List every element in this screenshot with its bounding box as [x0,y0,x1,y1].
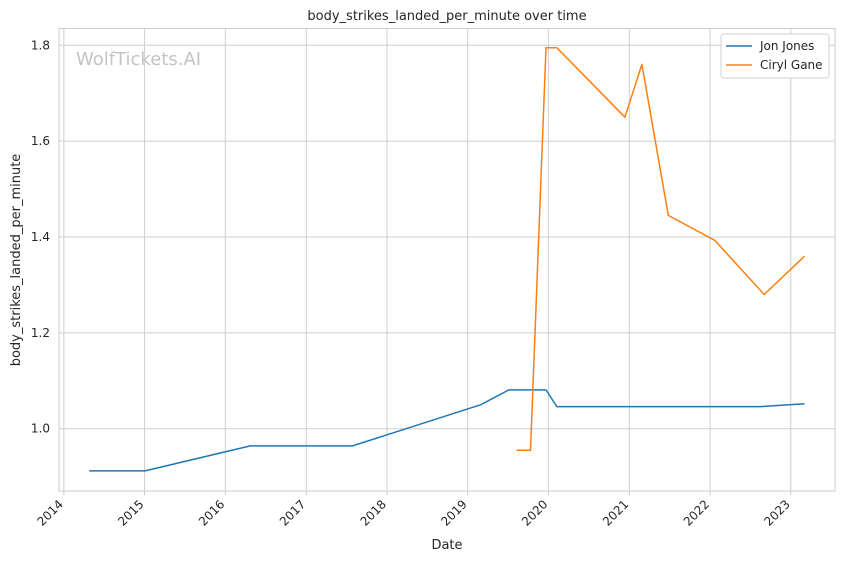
x-tick-label: 2016 [196,497,227,528]
chart-title: body_strikes_landed_per_minute over time [307,9,586,24]
legend-box [720,33,830,79]
x-axis-label: Date [431,538,462,553]
y-tick-label: 1.8 [31,38,50,52]
series-lines [89,46,806,472]
y-tick-label: 1.4 [31,230,50,244]
series-line-ciryl-gane [516,46,806,452]
x-tick-label: 2014 [34,497,65,528]
legend: Jon Jones Ciryl Gane [720,33,830,79]
grid-lines [59,28,835,491]
y-tick-label: 1.0 [31,422,50,436]
x-tick-label: 2017 [277,497,308,528]
axis-ticks: 1.0 1.2 1.4 1.6 1.8 2014 2015 2016 2017 2018 2019 2… [31,38,793,528]
x-tick-label: 2015 [115,497,146,528]
series-line-jon-jones [89,389,805,472]
x-tick-label: 2019 [438,497,469,528]
legend-label-jon-jones: Jon Jones [759,39,814,53]
x-tick-label: 2021 [600,497,631,528]
y-axis-label: body_strikes_landed_per_minute [9,154,24,367]
watermark-text: WolfTickets.AI [76,49,201,70]
legend-label-ciryl-gane: Ciryl Gane [760,58,823,72]
x-tick-label: 2023 [761,497,792,528]
x-tick-label: 2018 [358,497,389,528]
y-tick-label: 1.6 [31,134,50,148]
x-tick-label: 2022 [681,497,712,528]
y-tick-label: 1.2 [31,326,50,340]
plot-frame [58,28,836,492]
x-tick-label: 2020 [519,497,550,528]
